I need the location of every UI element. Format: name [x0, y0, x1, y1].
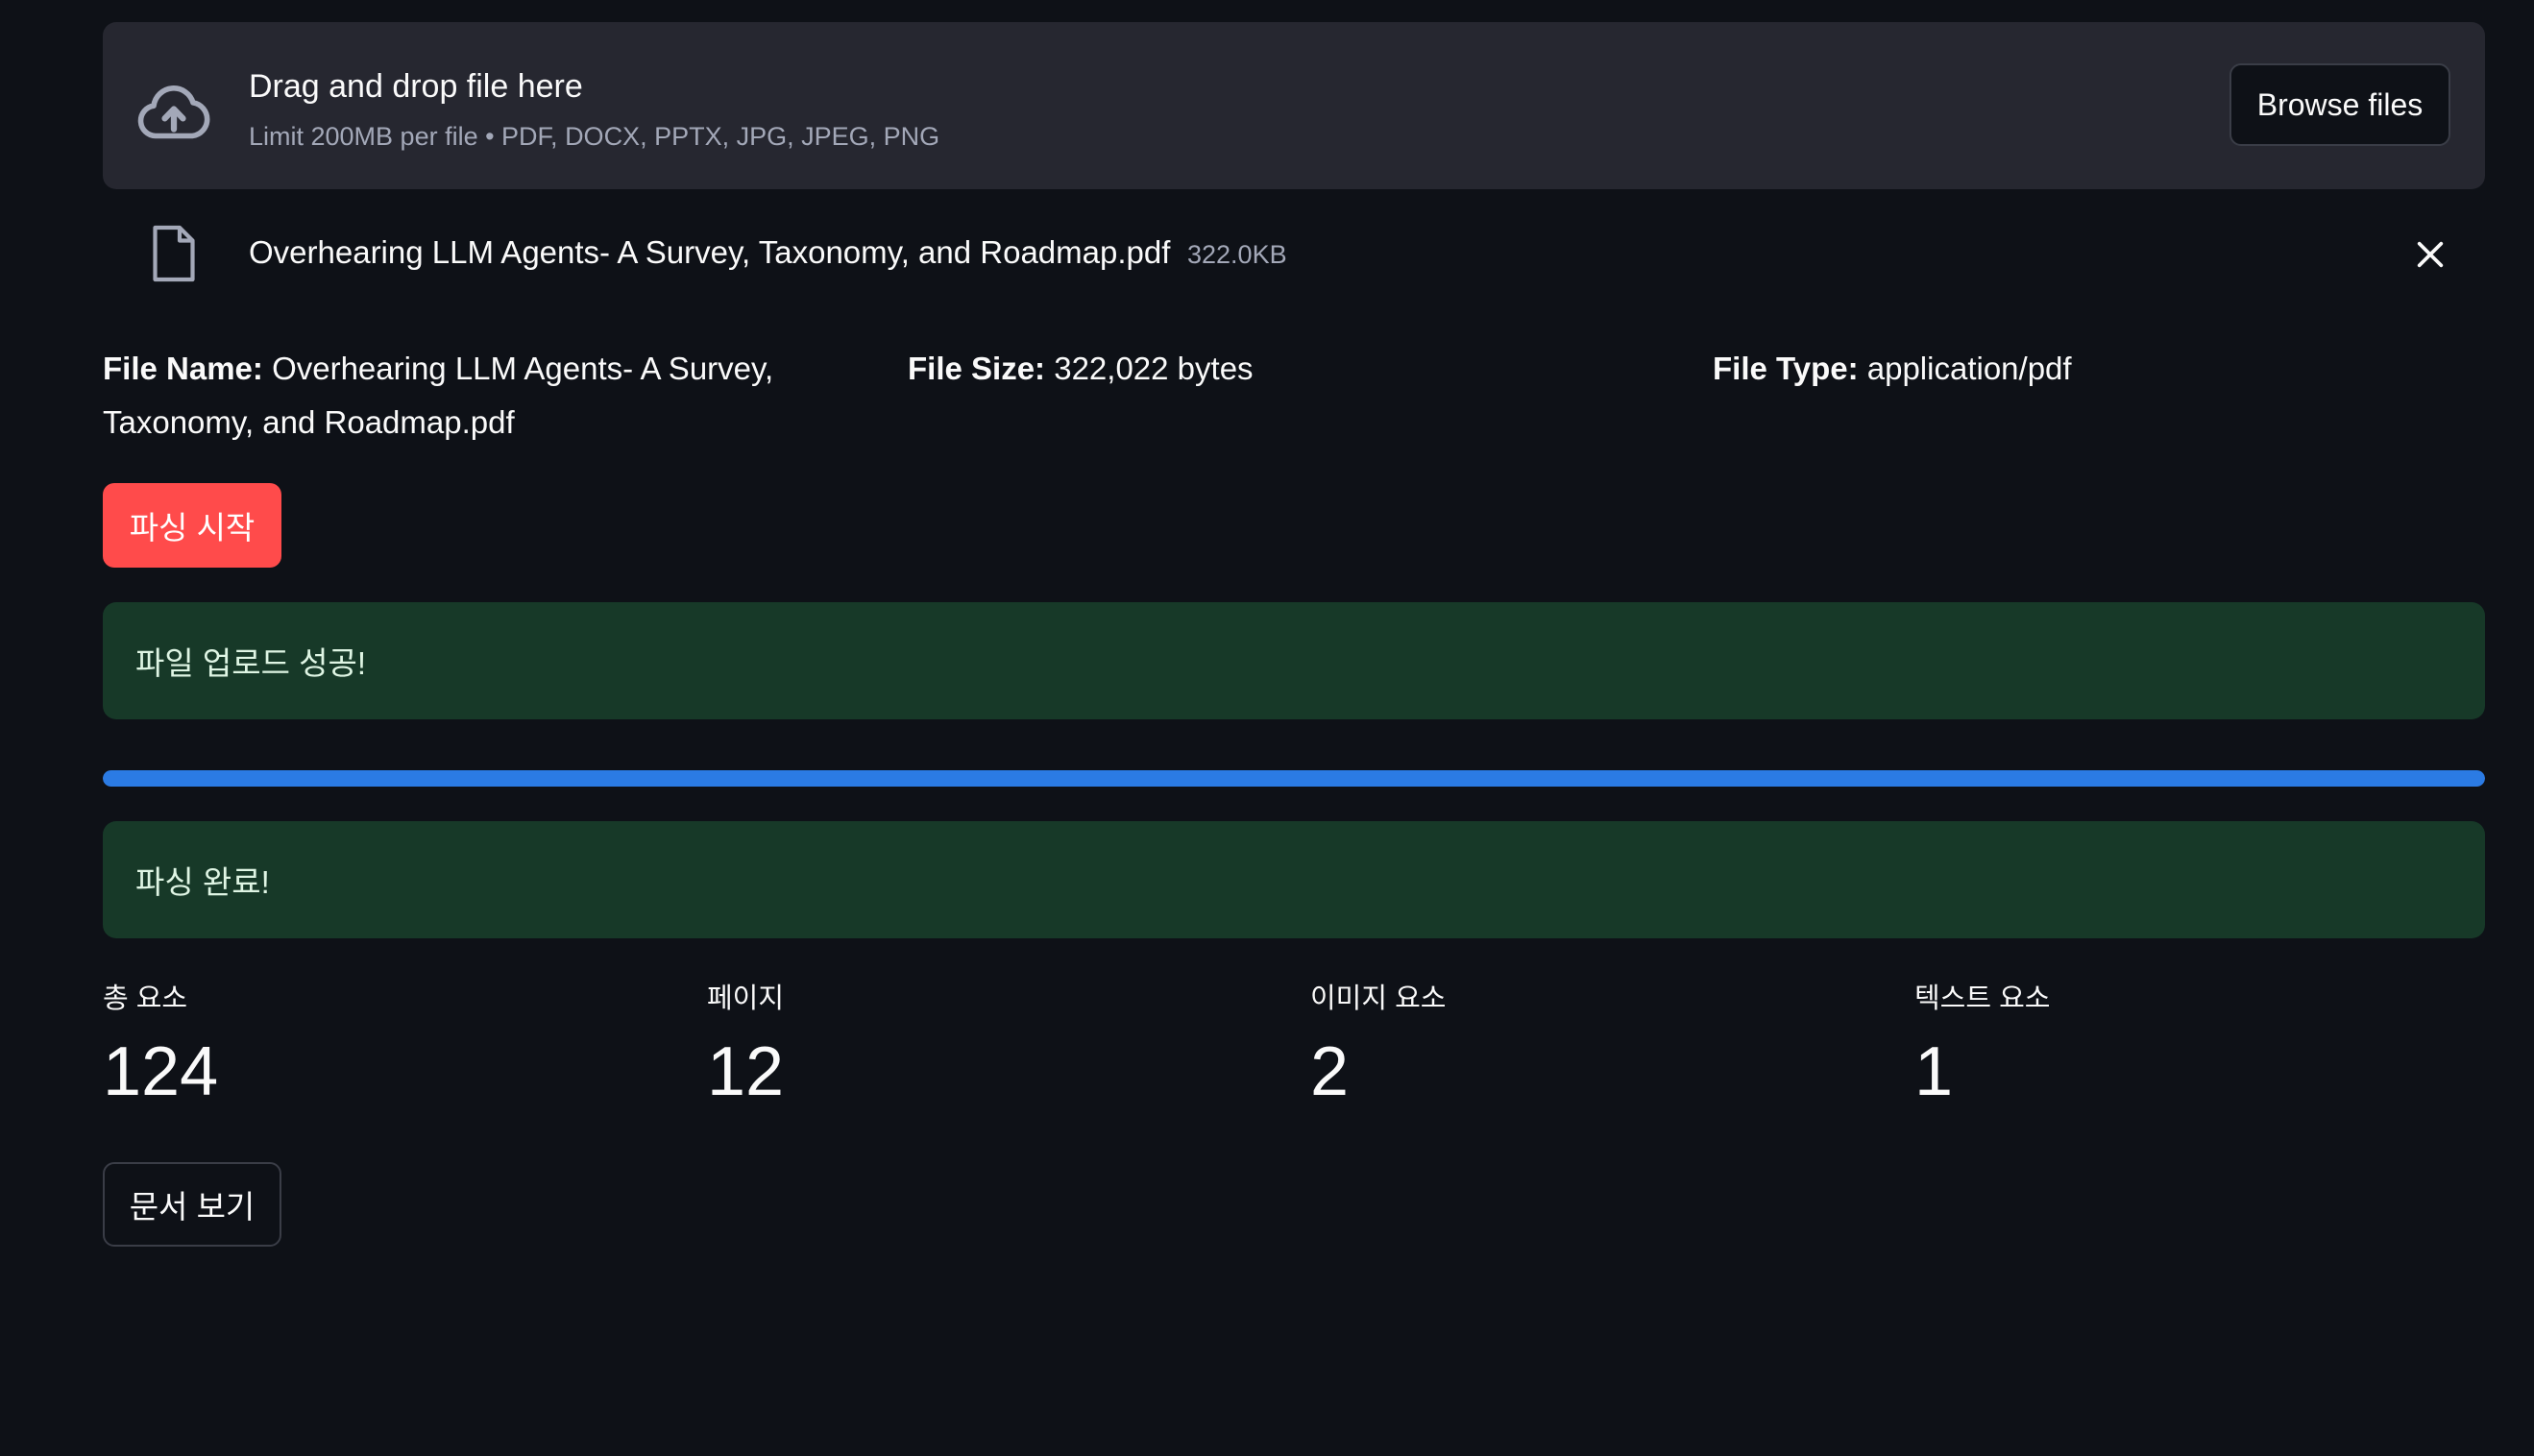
browse-files-button[interactable]: Browse files [2229, 63, 2450, 146]
metric-label: 총 요소 [103, 983, 188, 1014]
file-name-label: File Name: [103, 351, 263, 386]
uploaded-file-size: 322.0KB [1187, 240, 1287, 269]
cloud-upload-icon [137, 85, 210, 139]
close-icon[interactable] [2414, 238, 2447, 271]
uploaded-file-row: Overhearing LLM Agents- A Survey, Taxono… [103, 213, 2485, 296]
file-type-info: File Type: application/pdf [1713, 342, 2443, 396]
file-type-value: application/pdf [1866, 351, 2072, 386]
file-size-info: File Size: 322,022 bytes [908, 342, 1638, 396]
file-type-label: File Type: [1713, 351, 1859, 386]
progress-bar [103, 770, 2485, 787]
file-size-label: File Size: [908, 351, 1046, 386]
file-name-info: File Name: Overhearing LLM Agents- A Sur… [103, 342, 833, 449]
metric-total-elements: 총 요소 124 [103, 976, 679, 1112]
progress-bar-fill [103, 770, 2485, 787]
metric-label: 페이지 [707, 983, 785, 1014]
metric-value: 124 [103, 1033, 219, 1110]
metric-image-elements: 이미지 요소 2 [1310, 976, 1887, 1112]
metric-value: 12 [707, 1033, 785, 1110]
metric-value: 1 [1914, 1033, 1954, 1110]
upload-success-alert: 파일 업로드 성공! [103, 602, 2485, 719]
file-dropzone[interactable]: Drag and drop file here Limit 200MB per … [103, 22, 2485, 189]
parse-complete-text: 파싱 완료! [135, 864, 270, 900]
view-document-button[interactable]: 문서 보기 [103, 1162, 281, 1247]
metric-label: 텍스트 요소 [1914, 983, 2051, 1014]
metric-text-elements: 텍스트 요소 1 [1914, 976, 2491, 1112]
dropzone-title: Drag and drop file here [249, 68, 583, 105]
file-icon [153, 225, 195, 282]
dropzone-limits: Limit 200MB per file • PDF, DOCX, PPTX, … [249, 122, 940, 151]
file-name-value: Overhearing LLM Agents- A Survey, Taxono… [103, 351, 774, 440]
parse-complete-alert: 파싱 완료! [103, 821, 2485, 938]
uploaded-file-name: Overhearing LLM Agents- A Survey, Taxono… [249, 234, 1171, 270]
metric-value: 2 [1310, 1033, 1350, 1110]
start-parsing-button[interactable]: 파싱 시작 [103, 483, 281, 568]
upload-success-text: 파일 업로드 성공! [135, 645, 367, 681]
metric-label: 이미지 요소 [1310, 983, 1447, 1014]
metric-pages: 페이지 12 [707, 976, 1283, 1112]
file-size-value: 322,022 bytes [1054, 351, 1254, 386]
